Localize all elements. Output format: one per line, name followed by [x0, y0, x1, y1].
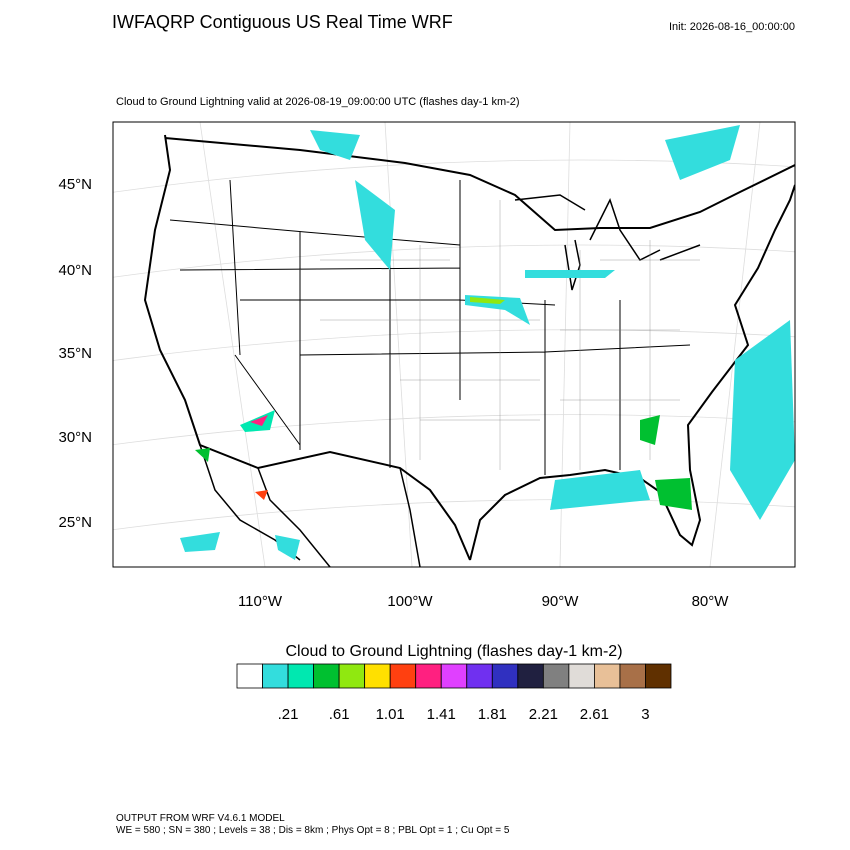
- colorbar-label: 2.21: [529, 706, 558, 723]
- colorbar-label: 1.81: [478, 706, 507, 723]
- state-lines: [169, 179, 691, 475]
- colorbar-box: [491, 663, 519, 689]
- colorbar-box: [313, 663, 340, 689]
- colorbar-box: [568, 663, 595, 689]
- colorbar-label: .61: [329, 706, 350, 723]
- lon-label: 100°W: [387, 593, 433, 610]
- colorbar-box: [645, 663, 672, 689]
- colorbar-title: Cloud to Ground Lightning (flashes day-1…: [285, 643, 622, 660]
- lon-label: 110°W: [238, 593, 283, 610]
- colorbar-box: [389, 663, 417, 689]
- colorbar-label: 3: [641, 706, 649, 723]
- footer-line: WE = 580 ; SN = 380 ; Levels = 38 ; Dis …: [116, 825, 510, 836]
- colorbar-box: [440, 663, 468, 689]
- lon-label: 80°W: [692, 593, 730, 610]
- subtitle: Cloud to Ground Lightning valid at 2026-…: [116, 96, 520, 108]
- graticule: [113, 122, 795, 567]
- colorbar-box: [364, 663, 391, 689]
- colorbar-box: [619, 663, 646, 689]
- colorbar-label: 2.61: [580, 706, 609, 723]
- colorbar: .21 .61 1.01 1.41 1.81 2.21 2.61 3: [236, 663, 672, 723]
- colorbar-box: [262, 663, 289, 689]
- lat-label: 30°N: [58, 429, 92, 446]
- colorbar-box: [236, 663, 263, 689]
- init-time: Init: 2026-08-16_00:00:00: [669, 21, 795, 33]
- lat-label: 45°N: [58, 176, 92, 193]
- country-outline: [143, 134, 795, 561]
- lightning-areas: [180, 125, 795, 560]
- colorbar-label: .21: [278, 706, 299, 723]
- lat-labels: 45°N 40°N 35°N 30°N 25°N: [58, 176, 92, 531]
- colorbar-box: [542, 663, 570, 689]
- colorbar-label: 1.01: [376, 706, 405, 723]
- lon-label: 90°W: [542, 593, 580, 610]
- title: IWFAQRP Contiguous US Real Time WRF: [112, 12, 453, 32]
- mexico-outline: [199, 444, 421, 567]
- colorbar-box: [415, 663, 442, 689]
- lat-label: 25°N: [58, 514, 92, 531]
- map: [112, 121, 796, 568]
- lat-label: 35°N: [58, 345, 92, 362]
- colorbar-box: [594, 663, 621, 689]
- map-frame: [112, 121, 796, 568]
- lat-label: 40°N: [58, 262, 92, 279]
- lon-labels: 110°W 100°W 90°W 80°W: [238, 593, 729, 610]
- footer-line: OUTPUT FROM WRF V4.6.1 MODEL: [116, 813, 285, 824]
- colorbar-box: [287, 663, 314, 689]
- colorbar-box: [517, 663, 544, 689]
- colorbar-box: [338, 663, 366, 689]
- colorbar-label: 1.41: [427, 706, 456, 723]
- colorbar-box: [466, 663, 493, 689]
